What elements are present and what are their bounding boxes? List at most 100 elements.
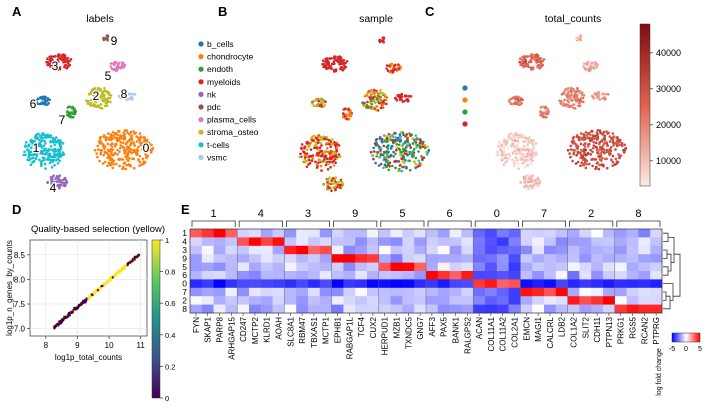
heatmap-cell: [249, 262, 262, 272]
heatmap-cell: [485, 304, 498, 314]
cell-point: [404, 140, 407, 143]
heatmap-cell: [520, 229, 533, 238]
cell-point: [527, 177, 530, 181]
heatmap-cell: [579, 271, 592, 280]
cluster-label-0: 0: [143, 141, 150, 155]
heatmap-cell: [296, 296, 309, 305]
heatmap-cell: [473, 254, 486, 263]
heatmap-cell: [367, 279, 380, 289]
heatmap-cell: [414, 245, 427, 255]
cell-point: [417, 150, 420, 153]
cell-point: [618, 155, 621, 159]
cell-point: [29, 146, 33, 149]
heatmap-cell: [225, 229, 238, 238]
heatmap-cell: [426, 279, 439, 289]
cell-point: [528, 180, 532, 183]
cell-point: [505, 152, 508, 156]
cell-point: [597, 91, 601, 94]
cell-point: [63, 181, 66, 185]
legend-label: endoth: [207, 64, 233, 74]
cell-point: [317, 135, 320, 138]
cell-point: [586, 152, 589, 156]
cell-point: [43, 139, 46, 143]
heatmap-cell: [520, 254, 533, 263]
colorbar-tick-label: 10000: [656, 156, 681, 166]
heatmap-cell: [603, 287, 616, 297]
cell-point: [149, 151, 153, 154]
cell-point: [508, 152, 512, 155]
colorbar-tick-label: 0: [165, 394, 169, 403]
cell-point: [137, 158, 140, 161]
heatmap-cell: [213, 279, 226, 289]
cell-point: [581, 156, 584, 159]
cell-point: [71, 105, 74, 109]
cell-point: [522, 61, 525, 65]
cell-point: [135, 151, 139, 154]
qc-point: [67, 313, 70, 316]
cell-point: [384, 158, 387, 161]
heatmap-cell: [331, 304, 344, 314]
qc-point: [85, 297, 88, 300]
heatmap-cell: [614, 271, 627, 280]
cell-point: [385, 64, 389, 67]
heatmap-cell: [190, 296, 203, 305]
cell-point: [385, 67, 388, 70]
cell-point: [363, 104, 366, 108]
cell-point: [576, 87, 579, 90]
heatmap-cell: [437, 245, 450, 255]
cell-point: [516, 139, 519, 143]
cell-point: [523, 176, 527, 180]
heatmap-cell: [426, 304, 439, 314]
cell-point: [35, 152, 39, 155]
heatmap-cell: [190, 287, 203, 297]
heatmap-cell: [343, 254, 356, 263]
cell-point: [312, 104, 316, 108]
cell-point: [398, 96, 401, 99]
gene-label: ACAN: [475, 317, 484, 339]
cell-point: [503, 139, 507, 143]
cell-point: [56, 177, 60, 180]
heatmap-cell: [414, 279, 427, 289]
cell-point: [400, 95, 404, 98]
cluster-label-2: 2: [93, 89, 100, 103]
heatmap-cell: [355, 271, 368, 280]
cluster-3-points: [45, 53, 73, 71]
heatmap-cell: [190, 237, 203, 247]
cell-point: [313, 146, 316, 150]
cell-point: [326, 183, 329, 186]
cell-point: [50, 55, 53, 58]
cell-point: [599, 98, 603, 101]
heatmap-cell: [650, 271, 663, 280]
dendrogram-branch: [668, 237, 675, 263]
cell-point: [598, 158, 602, 161]
heatmap-cell: [591, 245, 604, 255]
heatmap-cell: [201, 296, 214, 305]
legend-marker: [198, 79, 204, 85]
cell-point: [342, 112, 345, 115]
heatmap-cell: [473, 296, 486, 305]
cell-point: [324, 163, 328, 167]
cell-point: [597, 155, 600, 158]
row-label: 1: [182, 228, 187, 238]
heatmap-cell: [284, 262, 297, 272]
heatmap-cell: [591, 296, 604, 305]
cell-point: [335, 155, 338, 158]
cell-point: [307, 145, 311, 148]
cell-point: [426, 145, 429, 149]
cell-point: [499, 148, 503, 152]
heatmap-cell: [319, 304, 332, 314]
group-label: 8: [635, 208, 641, 220]
heatmap-cell: [260, 254, 273, 263]
cell-point: [336, 143, 339, 146]
cell-point: [329, 166, 332, 169]
cell-point: [578, 37, 582, 40]
cell-point: [370, 89, 373, 92]
cluster-4-points: [46, 174, 69, 191]
cell-point: [415, 137, 419, 140]
cell-point: [399, 65, 403, 69]
gene-label: CUX2: [369, 316, 378, 338]
cell-point: [99, 151, 103, 155]
cell-point: [576, 145, 580, 148]
heatmap-cell: [272, 296, 285, 305]
heatmap-cell: [284, 296, 297, 305]
